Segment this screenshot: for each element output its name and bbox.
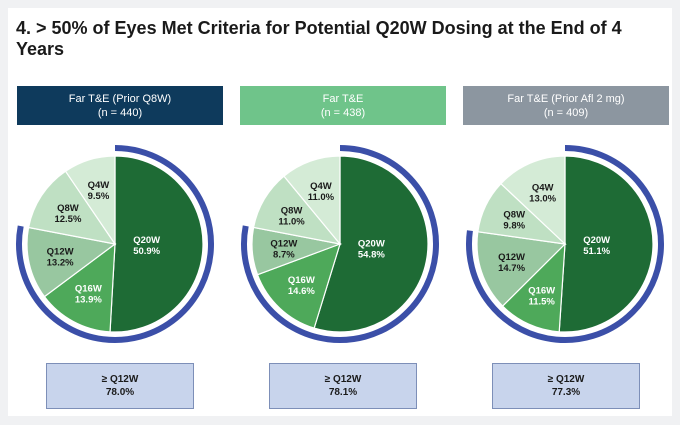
summary-value-2: 78.1% [328,387,358,398]
slice-value-q4w-3: 13.0% [529,193,556,204]
summary-value-3: 77.3% [551,387,581,398]
slice-value-q20w-2: 54.8% [358,250,385,261]
pie-slice-q4w-2 [283,155,341,246]
summary-label-1: ≥ Q12W [101,374,139,385]
panel-header-3: Far T&E (Prior Afl 2 mg) (n = 409) [463,86,669,125]
slice-value-q12w-2: 8.7% [273,250,295,261]
slice-value-q20w-1: 50.9% [133,246,160,257]
pie-charts: Q20W50.9%Q16W13.9%Q12W13.2%Q8W12.5%Q4W9.… [16,145,664,343]
panel-subtitle-3: (n = 409) [543,106,589,119]
slice-value-q20w-3: 51.1% [583,246,610,257]
summary-box-2: ≥ Q12W 78.1% [269,363,417,409]
summary-box-1: ≥ Q12W 78.0% [46,363,194,409]
panel-title-1: Far T&E (Prior Q8W) [68,92,172,105]
pie-slice-q8w-1 [27,170,117,245]
summary-box-3: ≥ Q12W 77.3% [492,363,640,409]
panel-title-3: Far T&E (Prior Afl 2 mg) [507,92,625,105]
slice-value-q12w-1: 13.2% [47,258,74,269]
pie-slice-q12w-1 [26,226,117,298]
slice-value-q4w-2: 11.0% [308,192,335,203]
pie-slice-q16w-1 [43,242,116,333]
slice-value-q16w-3: 11.5% [528,296,555,307]
pie-slice-q4w-3 [500,155,566,246]
slice-value-q8w-2: 11.0% [278,216,305,227]
slice-label-q4w-2: Q4W [310,181,332,192]
slice-label-q16w-1: Q16W [75,284,102,295]
slice-label-q8w-3: Q8W [503,210,525,221]
slice-label-q8w-1: Q8W [57,203,79,214]
q12w-arc-3 [466,145,664,343]
slice-value-q8w-1: 12.5% [54,214,81,225]
slice-value-q12w-3: 14.7% [498,263,525,274]
slice-label-q12w-2: Q12W [270,239,297,250]
slice-label-q20w-2: Q20W [358,239,385,250]
slice-value-q16w-1: 13.9% [75,295,102,306]
slice-label-q12w-1: Q12W [47,247,74,258]
page-title: 4. > 50% of Eyes Met Criteria for Potent… [16,18,622,59]
pie-slice-q16w-3 [501,242,566,333]
panel-header-2: Far T&E (n = 438) [240,86,446,125]
q12w-arc-1 [16,145,214,343]
summary-label-2: ≥ Q12W [324,374,362,385]
slice-label-q16w-2: Q16W [288,275,315,286]
panel-header-1: Far T&E (Prior Q8W) (n = 440) [17,86,223,125]
slice-value-q16w-2: 14.6% [288,286,315,297]
panel-subtitle-1: (n = 440) [97,106,143,119]
pie-slice-q12w-3 [476,231,567,307]
q12w-arc-2 [241,145,439,343]
slice-value-q4w-1: 9.5% [88,191,110,202]
panel-subtitle-2: (n = 438) [320,106,366,119]
slice-label-q20w-1: Q20W [133,235,160,246]
pie-slice-q4w-1 [64,155,116,246]
slide-card: 4. > 50% of Eyes Met Criteria for Potent… [8,8,672,416]
slice-label-q20w-3: Q20W [583,235,610,246]
slice-label-q4w-3: Q4W [532,182,554,193]
slice-label-q16w-3: Q16W [528,285,555,296]
summary-label-3: ≥ Q12W [547,374,585,385]
slice-label-q4w-1: Q4W [88,180,110,191]
pie-slice-q20w-3 [558,155,654,333]
panel-title-2: Far T&E [322,92,364,105]
slice-label-q12w-3: Q12W [498,252,525,263]
pie-slice-q20w-2 [313,155,429,333]
summary-value-1: 78.0% [105,387,135,398]
slice-label-q8w-2: Q8W [281,205,303,216]
pie-slice-q16w-2 [256,243,341,329]
pie-slice-q20w-1 [109,155,204,333]
slice-value-q8w-3: 9.8% [503,221,525,232]
